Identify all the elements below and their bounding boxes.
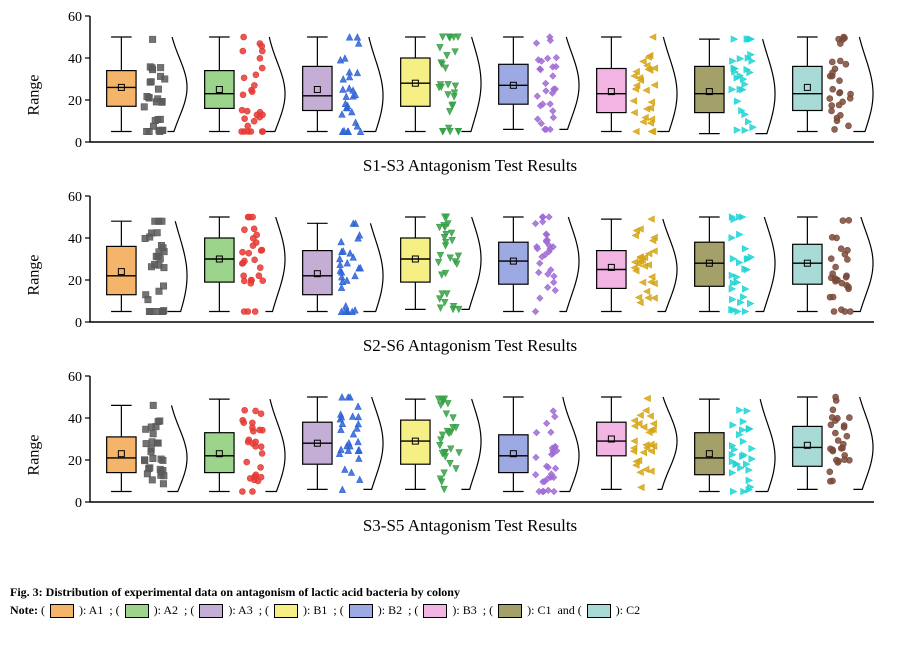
legend-swatch xyxy=(498,604,522,618)
legend-swatch xyxy=(50,604,74,618)
panel-title: S2-S6 Antagonism Test Results xyxy=(60,336,880,356)
svg-text:20: 20 xyxy=(68,94,82,109)
note-text: ): C2 xyxy=(616,603,640,618)
svg-text:40: 40 xyxy=(68,412,82,427)
note-text: ; ( xyxy=(109,603,119,618)
legend-swatch xyxy=(423,604,447,618)
legend-swatch xyxy=(587,604,611,618)
svg-text:40: 40 xyxy=(68,52,82,67)
note-text: ): A1 xyxy=(79,603,103,618)
note-text: ; ( xyxy=(259,603,269,618)
note-text: ): B2 xyxy=(378,603,402,618)
legend-swatch xyxy=(349,604,373,618)
figure-container: { "figure": { "caption": "Fig. 3: Distri… xyxy=(0,0,912,661)
panel-svg: 0 20 40 60 xyxy=(60,370,880,520)
note-text: ; ( xyxy=(483,603,493,618)
y-axis-label: Range xyxy=(25,435,43,476)
note-text: ): B3 xyxy=(452,603,476,618)
note-text: ): A2 xyxy=(154,603,178,618)
svg-text:0: 0 xyxy=(75,496,82,511)
svg-text:20: 20 xyxy=(68,274,82,289)
note-text: ; ( xyxy=(333,603,343,618)
note-text: ): B1 xyxy=(303,603,327,618)
panel-title: S3-S5 Antagonism Test Results xyxy=(60,516,880,536)
note-text: ; ( xyxy=(408,603,418,618)
figure-caption: Fig. 3: Distribution of experimental dat… xyxy=(10,585,890,600)
svg-text:60: 60 xyxy=(68,190,82,205)
legend-swatch xyxy=(125,604,149,618)
y-axis-label: Range xyxy=(25,75,43,116)
svg-text:60: 60 xyxy=(68,370,82,385)
svg-text:0: 0 xyxy=(75,316,82,331)
figure-note: Note: ( ): A1 ; ( ): A2 ; ( ): A3 ; ( ): B1… xyxy=(10,603,890,618)
y-axis-label: Range xyxy=(25,255,43,296)
note-text: ): C1 xyxy=(527,603,551,618)
panel: Range0204060S3-S5 Antagonism Test Result… xyxy=(60,370,880,540)
legend-swatch xyxy=(274,604,298,618)
panel: Range0204060S2-S6 Antagonism Test Result… xyxy=(60,190,880,360)
note-text: and ( xyxy=(557,603,581,618)
note-text: ): A3 xyxy=(228,603,252,618)
panel-svg: 0 20 40 60 xyxy=(60,10,880,160)
svg-text:40: 40 xyxy=(68,232,82,247)
panel-title: S1-S3 Antagonism Test Results xyxy=(60,156,880,176)
note-text: ; ( xyxy=(184,603,194,618)
legend-swatch xyxy=(199,604,223,618)
svg-text:20: 20 xyxy=(68,454,82,469)
note-text: Note: xyxy=(10,603,38,618)
svg-text:60: 60 xyxy=(68,10,82,25)
note-text: ( xyxy=(41,603,45,618)
panel: Range0204060S1-S3 Antagonism Test Result… xyxy=(60,10,880,180)
panel-svg: 0 20 40 60 xyxy=(60,190,880,340)
svg-text:0: 0 xyxy=(75,136,82,151)
panels-wrap: Range0204060S1-S3 Antagonism Test Result… xyxy=(60,10,880,550)
